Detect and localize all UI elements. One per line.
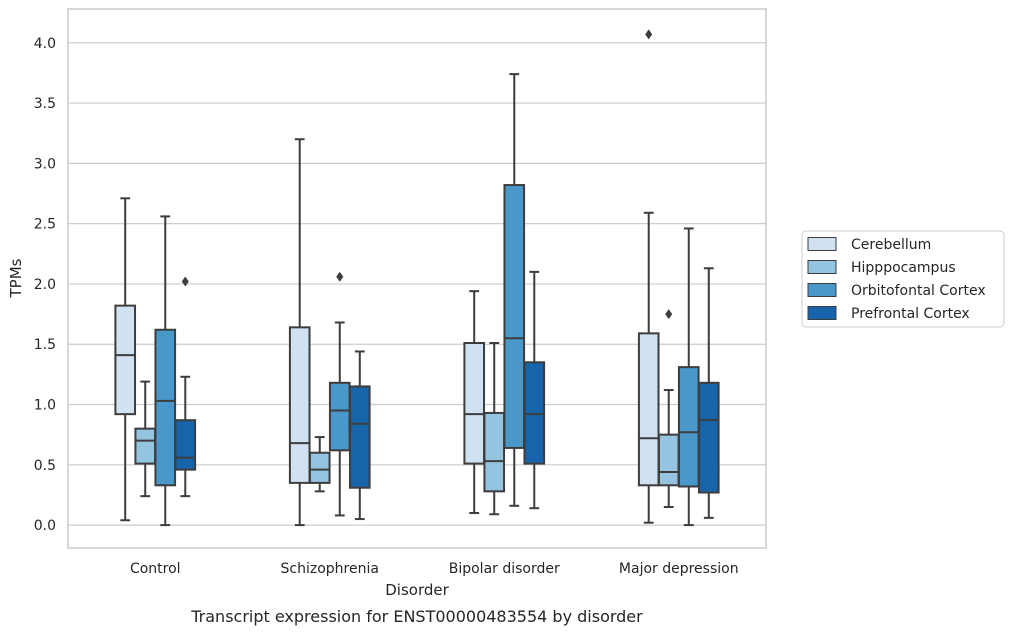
legend-frame — [801, 230, 1005, 328]
box-cerebellum-2 — [463, 290, 486, 515]
box-body — [154, 328, 177, 487]
y-tick-label: 1.0 — [34, 398, 56, 414]
box-orbitofontal-cortex-2 — [503, 73, 526, 507]
legend-label: Hipppocampus — [851, 260, 956, 276]
box-cerebellum-0 — [114, 197, 137, 522]
legend-label: Prefrontal Cortex — [851, 306, 970, 322]
box-series — [114, 29, 720, 527]
y-tick-label: 4.0 — [34, 36, 56, 52]
plot-area-frame — [67, 8, 767, 549]
box-orbitofontal-cortex-3 — [677, 227, 700, 527]
legend-label: Cerebellum — [851, 237, 931, 253]
box-body — [637, 332, 660, 487]
legend: Cerebellum Hipppocampus Orbitofontal Corte… — [801, 230, 1005, 328]
x-tick-label: Schizophrenia — [281, 561, 379, 577]
box-body — [114, 304, 137, 416]
legend-label: Orbitofontal Cortex — [851, 283, 986, 299]
legend-swatch — [807, 306, 837, 320]
box-body — [328, 381, 351, 452]
box-body — [657, 433, 680, 487]
box-body — [348, 385, 371, 489]
y-tick-label: 0.0 — [34, 518, 56, 534]
box-body — [523, 361, 546, 465]
y-tick-label: 2.5 — [34, 217, 56, 233]
box-prefrontal-cortex-0 — [174, 276, 197, 498]
box-cerebellum-1 — [288, 138, 311, 527]
y-tick-label: 3.5 — [34, 96, 56, 112]
y-tick-label: 0.5 — [34, 458, 56, 474]
x-axis-ticks: Control Schizophrenia Bipolar disorder Majo… — [130, 561, 739, 577]
box-hipppocampus-2 — [483, 342, 506, 516]
box-hipppocampus-1 — [308, 436, 331, 493]
box-body — [503, 184, 526, 449]
box-prefrontal-cortex-3 — [697, 267, 720, 519]
box-body — [174, 419, 197, 471]
box-prefrontal-cortex-2 — [523, 270, 546, 510]
box-body — [677, 366, 700, 488]
outlier-point — [181, 276, 189, 287]
box-body — [288, 326, 311, 484]
box-body — [483, 411, 506, 493]
x-tick-label: Bipolar disorder — [449, 561, 560, 577]
y-axis-title: TPMs — [7, 258, 25, 298]
chart-caption: Transcript expression for ENST0000048355… — [190, 607, 643, 626]
legend-swatch — [807, 237, 837, 251]
box-orbitofontal-cortex-0 — [154, 215, 177, 527]
y-tick-label: 2.0 — [34, 277, 56, 293]
x-axis-title: Disorder — [385, 581, 449, 599]
box-cerebellum-3 — [637, 29, 660, 524]
x-tick-label: Major depression — [619, 561, 739, 577]
box-orbitofontal-cortex-1 — [328, 271, 351, 517]
y-tick-label: 3.0 — [34, 156, 56, 172]
box-body — [697, 381, 720, 494]
outlier-point — [336, 271, 344, 282]
legend-swatch — [807, 283, 837, 297]
x-tick-label: Control — [130, 561, 181, 577]
box-prefrontal-cortex-1 — [348, 350, 371, 521]
box-body — [463, 342, 486, 465]
box-hipppocampus-0 — [134, 380, 157, 498]
box-body — [308, 451, 331, 484]
y-axis-ticks: 0.0 0.5 1.0 1.5 2.0 2.5 3.0 3.5 4.0 — [34, 36, 56, 534]
outlier-point — [645, 29, 653, 40]
legend-swatch — [807, 260, 837, 274]
box-body — [134, 427, 157, 465]
y-tick-label: 1.5 — [34, 337, 56, 353]
outlier-point — [665, 309, 673, 320]
box-hipppocampus-3 — [657, 309, 680, 509]
